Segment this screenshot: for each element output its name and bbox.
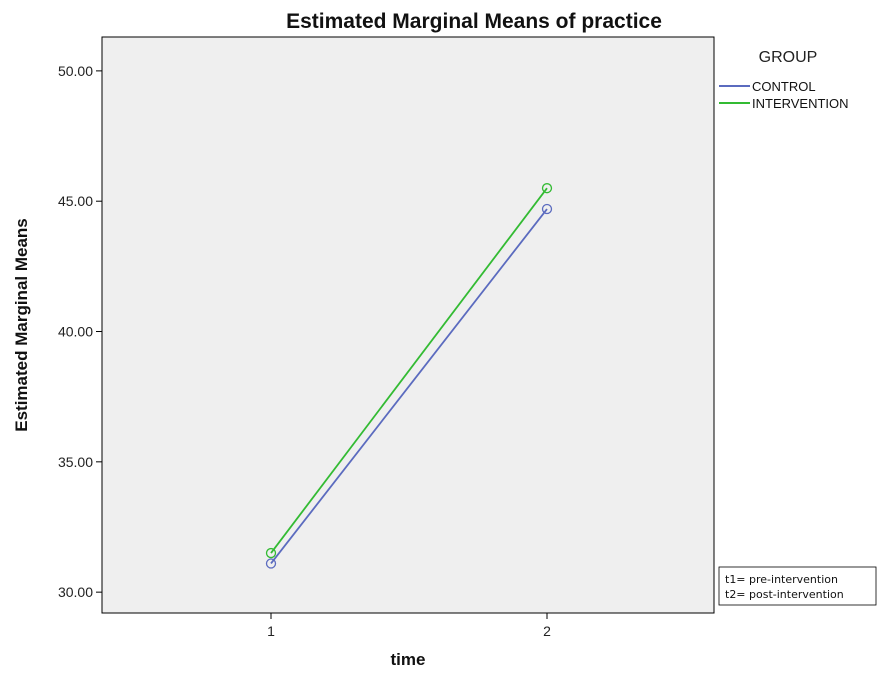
chart-title: Estimated Marginal Means of practice	[286, 10, 662, 33]
legend: CONTROL INTERVENTION	[719, 79, 849, 111]
y-tick-label: 45.00	[58, 193, 93, 209]
y-axis-label: Estimated Marginal Means	[12, 218, 31, 432]
y-tick-label: 35.00	[58, 454, 93, 470]
data-point-intervention	[541, 183, 553, 194]
legend-label-intervention: INTERVENTION	[752, 96, 849, 111]
y-tick-label: 50.00	[58, 63, 93, 79]
x-axis-label: time	[391, 650, 426, 669]
y-tick-label: 40.00	[58, 324, 93, 340]
x-tick-label: 2	[543, 623, 551, 639]
legend-title: GROUP	[759, 49, 818, 66]
y-tick-label: 30.00	[58, 584, 93, 600]
plot-area	[101, 36, 715, 614]
series-line-control	[270, 208, 548, 565]
legend-label-control: CONTROL	[752, 79, 816, 94]
x-tick-label: 1	[267, 623, 275, 639]
series-group	[265, 183, 553, 569]
annotation-line-1: t1= pre-intervention	[725, 573, 838, 586]
annotation-box	[718, 566, 877, 606]
data-point-control	[541, 203, 553, 215]
data-point-control	[265, 558, 277, 569]
series-line-intervention	[270, 187, 548, 554]
data-point-intervention	[265, 547, 277, 559]
annotation-line-2: t2= post-intervention	[725, 588, 844, 601]
y-axis: 30.00 35.00 40.00 45.00 50.00	[58, 63, 102, 600]
